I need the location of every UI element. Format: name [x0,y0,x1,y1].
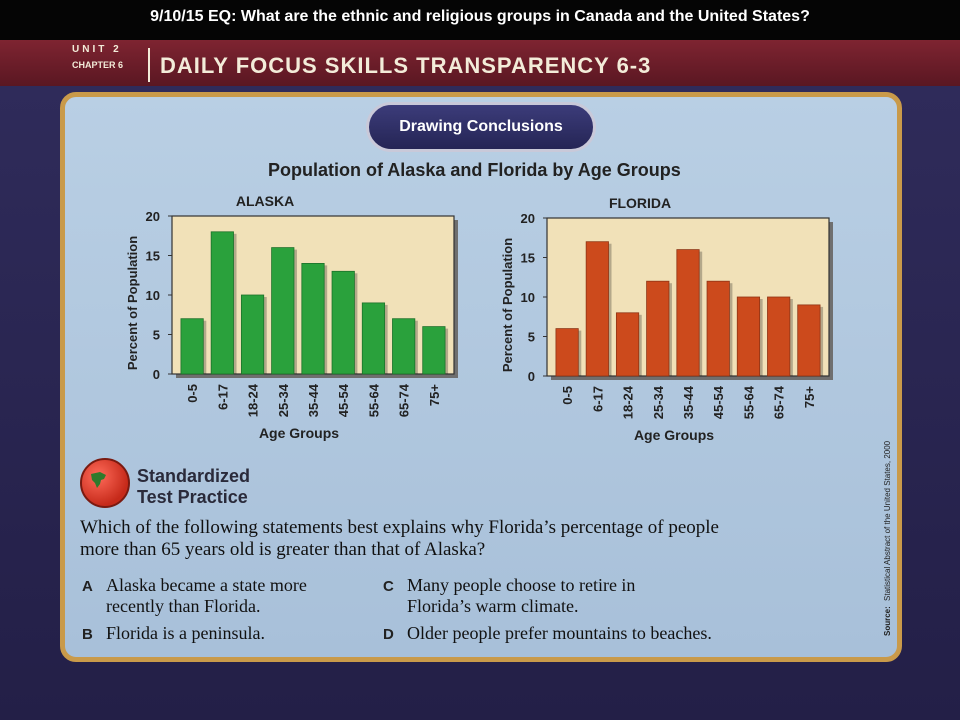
x-tick-label: 0-5 [185,384,200,403]
bar [422,326,446,375]
x-tick-label: 75+ [802,386,817,408]
bar [555,328,579,377]
bar [585,241,609,377]
y-tick-label: 0 [528,369,535,384]
bar [615,312,640,377]
bar [240,294,265,375]
answer-d-text: Older people prefer mountains to beaches… [407,623,712,643]
y-tick-label: 5 [153,328,160,343]
answer-c-text: Many people choose to retire in Florida’… [407,575,636,616]
answer-d-letter: D [383,626,394,643]
y-tick-label: 15 [521,251,535,266]
banner-divider [148,48,150,82]
question-text: Which of the following statements best e… [80,517,719,560]
bar [331,270,355,375]
bar [797,304,821,377]
bar [767,296,791,377]
source-text: Statistical Abstract of the United State… [883,440,892,601]
unit-label: UNIT 2 [72,44,122,55]
bar [301,263,325,375]
x-axis-label: Age Groups [634,427,714,443]
y-tick-label: 10 [521,290,535,305]
x-tick-label: 65-74 [397,383,412,417]
bar [736,296,761,377]
x-tick-label: 35-44 [306,383,321,417]
x-tick-label: 18-24 [621,385,636,419]
source-label: Source: [883,606,892,636]
x-tick-label: 55-64 [741,385,756,419]
answer-b-text: Florida is a peninsula. [106,623,265,643]
eq-question-text: 9/10/15 EQ: What are the ethnic and reli… [150,8,810,25]
y-axis-label: Percent of Population [125,236,140,370]
x-tick-label: 65-74 [772,385,787,419]
x-tick-label: 55-64 [366,383,381,417]
x-tick-label: 75+ [427,384,442,406]
x-tick-label: 6-17 [590,386,605,412]
globe-icon [80,458,130,508]
eq-header-bar [0,0,960,40]
bar [271,247,295,375]
bar [180,318,204,375]
y-tick-label: 20 [521,211,535,226]
answer-c-letter: C [383,578,394,595]
chart-series-title: FLORIDA [609,195,671,211]
bar [210,231,234,375]
answer-a-text: Alaska became a state more recently than… [106,575,307,616]
transparency-banner [0,40,960,86]
svg-text:Source: Statistical Abstra: Source: Statistical Abstract of the Unit… [883,440,892,636]
bar [706,280,730,377]
bar [676,249,700,377]
transparency-title: DAILY FOCUS SKILLS TRANSPARENCY 6-3 [160,53,652,78]
x-tick-label: 18-24 [246,383,261,417]
x-tick-label: 25-34 [276,383,291,417]
alaska-chart: ALASKA 0 5 10 15 20 Percent of Population 0-5 6-… [125,193,458,441]
answer-a-letter: A [82,578,93,595]
bar [392,318,416,375]
x-tick-label: 6-17 [215,384,230,410]
y-tick-label: 0 [153,367,160,382]
chapter-label: CHAPTER 6 [72,60,124,70]
y-axis-label: Percent of Population [500,238,515,372]
x-axis-label: Age Groups [259,425,339,441]
continent-icon [91,472,106,488]
x-tick-label: 45-54 [711,385,726,419]
y-tick-label: 5 [528,330,535,345]
chart-title: Population of Alaska and Florida by Age … [268,160,681,180]
test-practice-heading-line2: Test Practice [137,487,248,507]
source-note: Source: Statistical Abstract of the Unit… [883,440,892,636]
florida-chart: FLORIDA 0 5 10 15 20 Percent of Population 0-5 6… [500,195,833,443]
bar [361,302,386,375]
bar [646,280,670,377]
y-tick-label: 15 [146,249,160,264]
x-tick-label: 0-5 [560,386,575,405]
answer-b-letter: B [82,626,93,643]
y-tick-label: 10 [146,288,160,303]
chart-series-title: ALASKA [236,193,294,209]
skill-pill: Drawing Conclusions [366,102,596,152]
x-tick-label: 25-34 [651,385,666,419]
test-practice-heading-line1: Standardized [137,466,251,486]
y-tick-label: 20 [146,209,160,224]
x-tick-label: 35-44 [681,385,696,419]
x-tick-label: 45-54 [336,383,351,417]
